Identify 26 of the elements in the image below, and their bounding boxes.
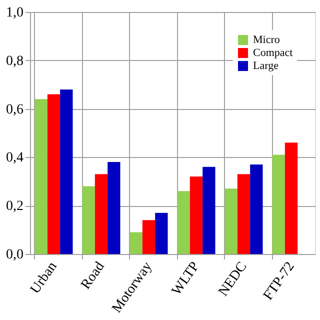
bar bbox=[34, 99, 48, 254]
legend-label: Compact bbox=[253, 47, 293, 59]
bar bbox=[155, 212, 168, 254]
bar bbox=[94, 174, 108, 254]
bar bbox=[224, 188, 238, 254]
bar bbox=[190, 176, 203, 254]
bar bbox=[108, 162, 120, 254]
bar bbox=[82, 186, 95, 254]
bar bbox=[60, 89, 73, 254]
bar bbox=[202, 166, 216, 254]
legend-label: Micro bbox=[253, 34, 280, 46]
bar bbox=[142, 220, 156, 254]
y-tick-label: 1,0 bbox=[6, 6, 24, 20]
bar bbox=[272, 154, 285, 254]
bar bbox=[284, 142, 298, 254]
bar bbox=[250, 164, 263, 254]
bar bbox=[130, 232, 142, 254]
y-tick-label: 0,6 bbox=[6, 102, 24, 118]
bar bbox=[177, 191, 190, 254]
y-tick-label: 0,4 bbox=[6, 150, 24, 166]
legend-label: Large bbox=[253, 60, 279, 72]
y-tick-label: 0,2 bbox=[6, 199, 24, 214]
bar bbox=[47, 94, 60, 254]
bar bbox=[237, 174, 250, 254]
y-tick-label: 0,8 bbox=[6, 54, 24, 69]
y-tick-label: 0,0 bbox=[6, 248, 24, 262]
